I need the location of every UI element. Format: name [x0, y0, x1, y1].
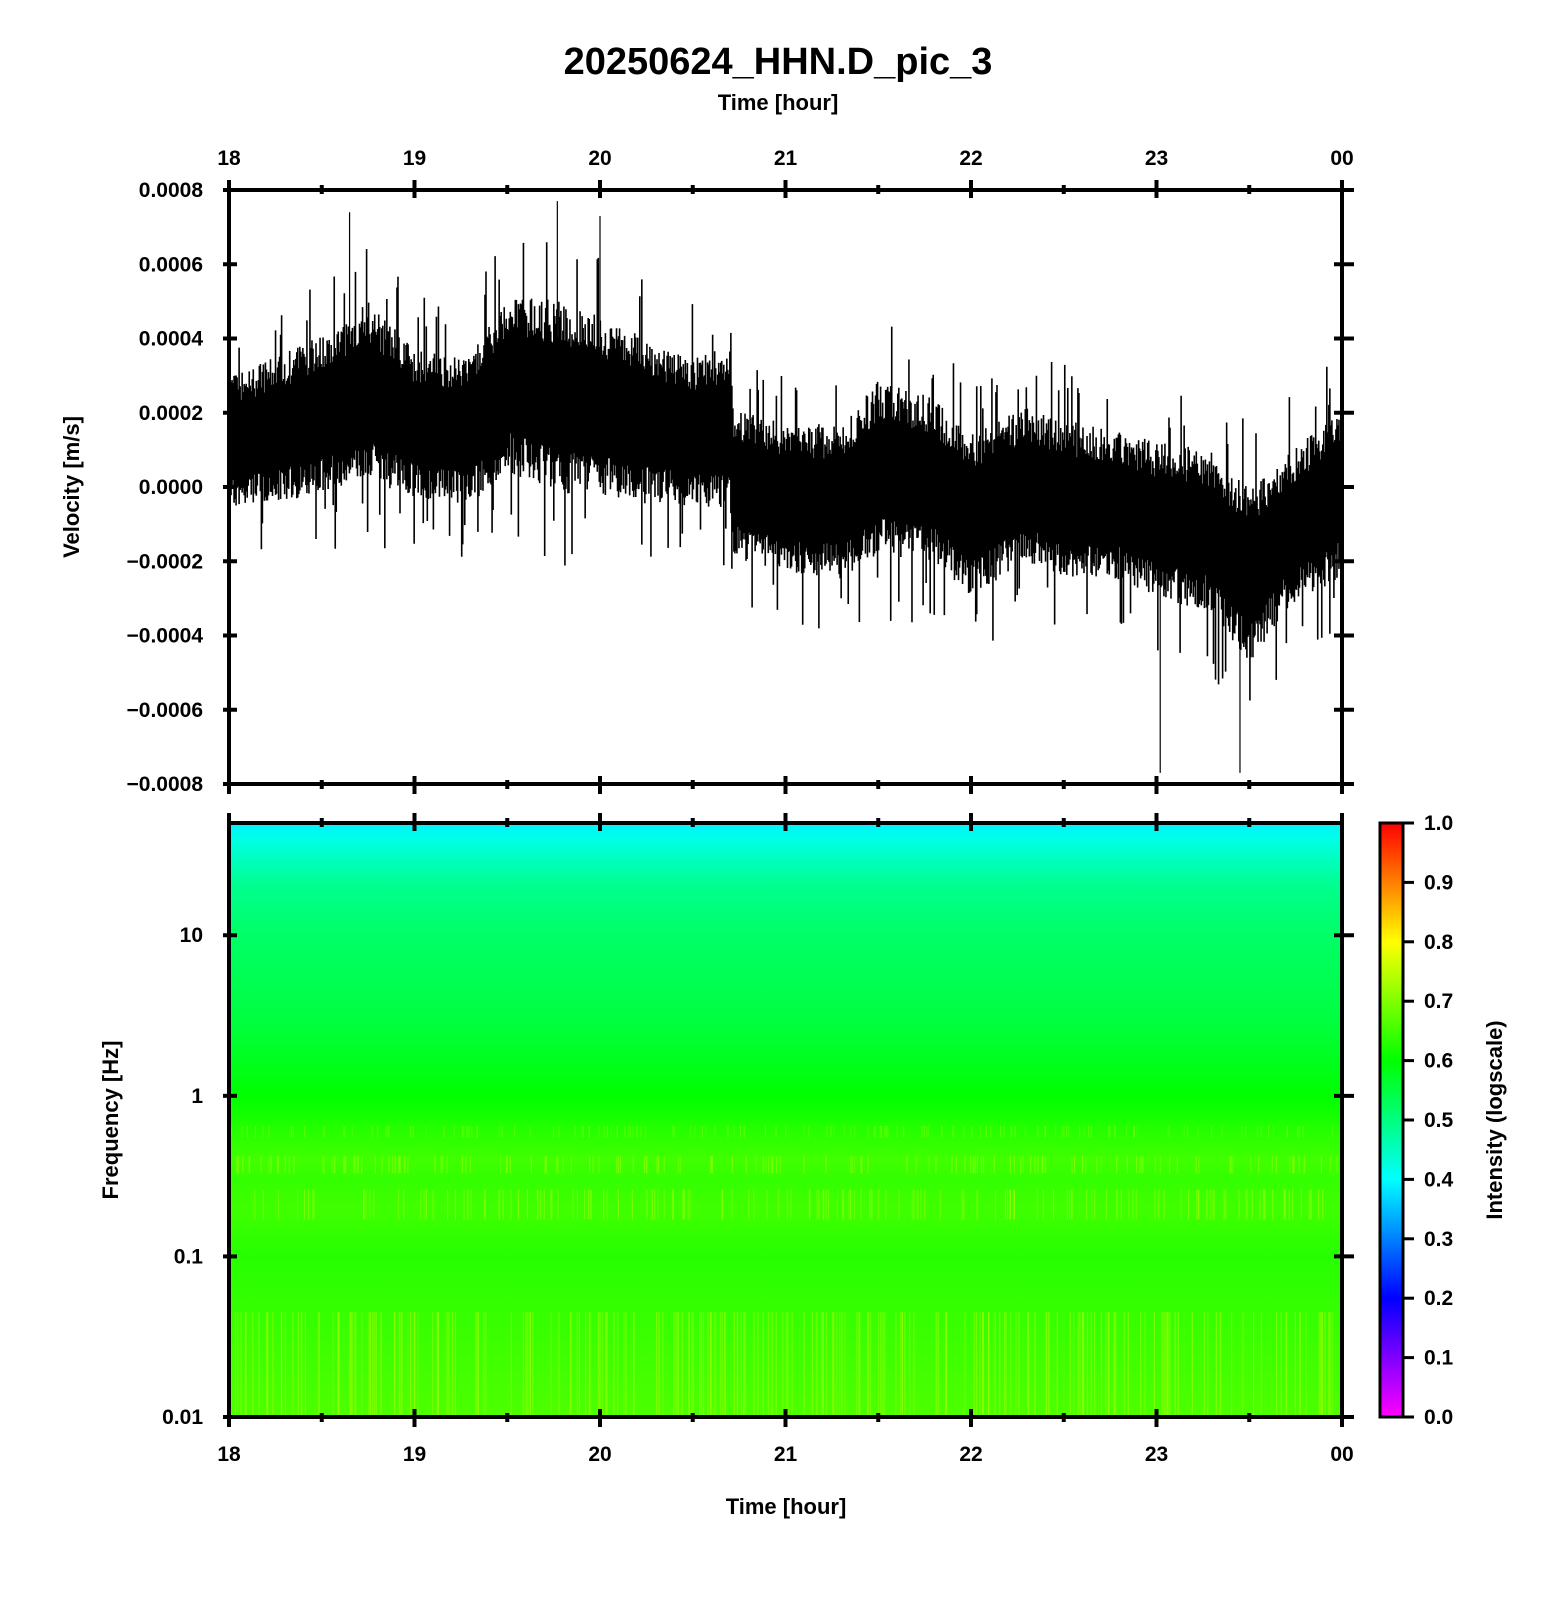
- time-tick-label-top: 22: [959, 147, 982, 170]
- velocity-tick-label: 0.0004: [139, 328, 204, 351]
- colorbar-tick-label: 1.0: [1424, 812, 1453, 835]
- time-tick-label-top: 18: [217, 147, 241, 170]
- top-time-axis-label: Time [hour]: [718, 90, 839, 115]
- time-tick-label-bottom: 00: [1330, 1443, 1353, 1466]
- velocity-tick-label: −0.0004: [127, 625, 204, 648]
- seismogram-panel: 18 19 20 21 22 23 00 0.0008 0.0006 0.0004 0.0002 0.…: [59, 147, 1354, 796]
- velocity-tick-label: 0.0000: [139, 476, 203, 499]
- frequency-tick-label: 10: [180, 924, 203, 947]
- figure-title: 20250624_HHN.D_pic_3: [564, 41, 993, 83]
- colorbar-tick-label: 0.2: [1424, 1287, 1453, 1310]
- seismogram-traces: [228, 201, 1343, 773]
- velocity-tick-label: −0.0006: [127, 699, 204, 722]
- colorbar-tick-label: 0.7: [1424, 990, 1453, 1013]
- colorbar-tick-label: 0.6: [1424, 1050, 1453, 1073]
- bottom-time-axis-label: Time [hour]: [726, 1494, 847, 1519]
- frequency-tick-label: 1: [191, 1085, 203, 1108]
- time-tick-label-bottom: 21: [774, 1443, 798, 1466]
- colorbar-tick-label: 0.9: [1424, 871, 1453, 894]
- frequency-tick-label: 0.01: [162, 1406, 203, 1429]
- time-tick-label-bottom: 20: [588, 1443, 611, 1466]
- time-tick-label-top: 21: [774, 147, 798, 170]
- velocity-axis-label: Velocity [m/s]: [59, 416, 84, 558]
- colorbar-tick-label: 0.0: [1424, 1406, 1453, 1429]
- spectrogram-ticks: 18 19 20 21 22 23 00 10 1 0.1 0.01: [162, 813, 1354, 1466]
- frequency-axis-label: Frequency [Hz]: [98, 1041, 123, 1200]
- time-tick-label-top: 00: [1330, 147, 1353, 170]
- velocity-tick-label: −0.0002: [127, 550, 204, 573]
- spectrogram-bands: [229, 1125, 1343, 1417]
- colorbar-label: Intensity (logscale): [1482, 1020, 1507, 1219]
- colorbar-tick-label: 0.3: [1424, 1228, 1453, 1251]
- colorbar-tick-label: 0.8: [1424, 931, 1454, 954]
- colorbar-ticks: 1.0 0.9 0.8 0.7 0.6 0.5 0.4 0.3 0.2 0.1 0.0: [1403, 812, 1454, 1429]
- seismogram-ticks: 18 19 20 21 22 23 00 0.0008 0.0006 0.0004 0.0002 0.…: [127, 147, 1354, 796]
- colorbar-tick-label: 0.5: [1424, 1109, 1454, 1132]
- time-tick-label-top: 20: [588, 147, 611, 170]
- time-tick-label-top: 23: [1145, 147, 1168, 170]
- velocity-tick-label: −0.0008: [127, 773, 204, 796]
- colorbar-tick-label: 0.4: [1424, 1168, 1454, 1191]
- velocity-tick-label: 0.0006: [139, 253, 203, 276]
- time-tick-label-bottom: 19: [403, 1443, 426, 1466]
- colorbar: [1378, 821, 1405, 1419]
- time-tick-label-bottom: 22: [959, 1443, 982, 1466]
- time-tick-label-bottom: 18: [217, 1443, 241, 1466]
- colorbar-tick-label: 0.1: [1424, 1347, 1454, 1370]
- velocity-tick-label: 0.0008: [139, 179, 204, 202]
- time-tick-label-bottom: 23: [1145, 1443, 1168, 1466]
- frequency-tick-label: 0.1: [174, 1245, 204, 1268]
- time-tick-label-top: 19: [403, 147, 426, 170]
- velocity-tick-label: 0.0002: [139, 402, 203, 425]
